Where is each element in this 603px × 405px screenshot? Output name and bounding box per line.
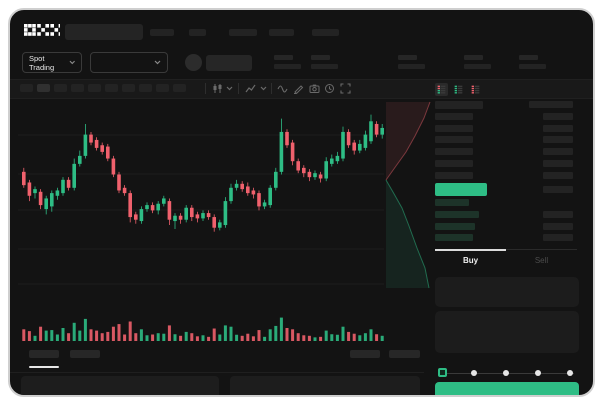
market-stat (274, 55, 304, 69)
amount-slider[interactable] (438, 368, 574, 378)
timeframe-button[interactable] (54, 84, 67, 92)
timeframe-button[interactable] (105, 84, 118, 92)
timeframe-button[interactable] (122, 84, 135, 92)
price-input[interactable] (435, 277, 579, 307)
timeframe-button[interactable] (156, 84, 169, 92)
last-price-indicator (435, 183, 487, 197)
pair-avatar (185, 54, 202, 71)
market-stat (398, 55, 428, 69)
bottom-action[interactable] (350, 350, 380, 358)
timeframe-button[interactable] (173, 84, 186, 92)
trade-side-tabs: Buy Sell (435, 249, 577, 271)
market-type-dropdown[interactable]: Spot Trading (22, 52, 82, 73)
ask-row[interactable] (435, 159, 573, 168)
slider-step-dot[interactable] (535, 370, 541, 376)
timeframe-button[interactable] (37, 84, 50, 92)
bottom-tab[interactable] (70, 350, 100, 358)
ask-row[interactable] (435, 101, 573, 109)
slider-step-dot[interactable] (503, 370, 509, 376)
orders-panel-placeholder[interactable] (21, 376, 219, 395)
ask-row[interactable] (435, 113, 573, 121)
pair-selector-dropdown[interactable] (90, 52, 168, 73)
chart-type-icon[interactable] (212, 83, 223, 94)
slider-step-dot[interactable] (567, 370, 573, 376)
bottom-tab-active[interactable] (29, 350, 59, 358)
chevron-down-icon[interactable] (226, 86, 233, 91)
last-price-row[interactable] (435, 183, 573, 197)
chevron-down-icon[interactable] (260, 86, 267, 91)
chevron-down-icon (154, 60, 161, 65)
active-tab-underline (29, 366, 59, 368)
bid-row[interactable] (435, 210, 573, 219)
history-panel-placeholder[interactable] (230, 376, 420, 395)
okx-logo (24, 24, 60, 36)
market-type-label: Spot Trading (29, 53, 55, 72)
nav-item[interactable] (269, 29, 294, 36)
ask-row[interactable] (435, 148, 573, 156)
book-asks-icon[interactable] (469, 83, 482, 96)
chevron-down-icon (69, 60, 75, 65)
wave-tool-icon[interactable] (277, 83, 288, 94)
ask-row[interactable] (435, 171, 573, 180)
nav-item[interactable] (312, 29, 339, 36)
buy-submit-button[interactable] (435, 382, 579, 395)
orderbook-panel: Buy Sell (432, 79, 580, 395)
history-icon[interactable] (324, 83, 335, 94)
orderbook-layout-toggles (435, 83, 482, 96)
tab-buy[interactable]: Buy (435, 249, 506, 271)
candlestick-chart[interactable] (18, 98, 384, 348)
slider-step-dot[interactable] (471, 370, 477, 376)
bottom-divider (10, 372, 424, 373)
market-stat (464, 55, 494, 69)
depth-chart (385, 101, 431, 289)
market-stat (311, 55, 341, 69)
bid-row[interactable] (435, 199, 573, 207)
bid-row[interactable] (435, 234, 573, 242)
tab-sell[interactable]: Sell (534, 256, 549, 265)
book-both-icon[interactable] (435, 83, 448, 96)
timeframe-button[interactable] (139, 84, 152, 92)
nav-item[interactable] (229, 29, 257, 36)
nav-item[interactable] (189, 29, 206, 36)
timeframe-button[interactable] (88, 84, 101, 92)
camera-icon[interactable] (309, 83, 320, 94)
timeframe-button[interactable] (20, 84, 33, 92)
trading-app-window: Spot Trading (8, 8, 595, 397)
market-stat (519, 55, 549, 69)
bottom-action[interactable] (389, 350, 420, 358)
timeframe-button[interactable] (71, 84, 84, 92)
book-bids-icon[interactable] (452, 83, 465, 96)
amount-input[interactable] (435, 311, 579, 353)
nav-item[interactable] (150, 29, 174, 36)
ask-row[interactable] (435, 136, 573, 144)
fullscreen-icon[interactable] (340, 83, 351, 94)
ask-row[interactable] (435, 124, 573, 133)
search-input[interactable] (65, 24, 143, 40)
brush-tool-icon[interactable] (293, 83, 304, 94)
indicators-icon[interactable] (245, 83, 256, 94)
pair-name-button[interactable] (206, 55, 252, 71)
slider-handle[interactable] (438, 368, 447, 377)
bid-row[interactable] (435, 222, 573, 231)
